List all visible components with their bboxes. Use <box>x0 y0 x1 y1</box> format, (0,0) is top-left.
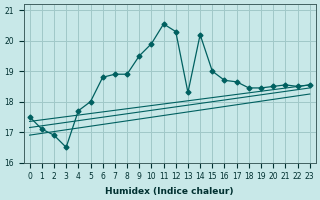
X-axis label: Humidex (Indice chaleur): Humidex (Indice chaleur) <box>105 187 234 196</box>
